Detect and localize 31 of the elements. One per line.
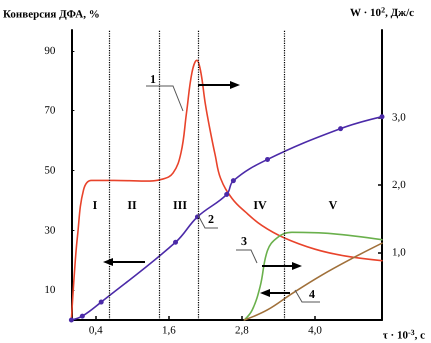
annotation: IV bbox=[253, 198, 267, 212]
y-tick-label: 30 bbox=[44, 224, 56, 236]
point bbox=[68, 318, 74, 322]
y-tick-label: 90 bbox=[44, 44, 56, 57]
point bbox=[338, 126, 344, 132]
x-tick-label: 4,0 bbox=[308, 324, 322, 336]
point bbox=[380, 114, 384, 120]
annotation: 4 bbox=[309, 287, 315, 301]
annotation: III bbox=[172, 198, 188, 212]
x-tick-label: 0,4 bbox=[88, 324, 104, 336]
y-tick-label: 50 bbox=[44, 164, 56, 177]
annotation: I bbox=[92, 198, 98, 212]
annotation: 1 bbox=[150, 72, 156, 86]
y-tick-label: 10 bbox=[44, 284, 56, 296]
annotation: V bbox=[328, 198, 338, 212]
y2-tick-label: 1,0 bbox=[392, 246, 406, 259]
annotation: 3 bbox=[241, 234, 247, 248]
annotation: 2 bbox=[208, 212, 214, 226]
x-tick-label: 2,8 bbox=[235, 324, 250, 336]
point bbox=[80, 314, 85, 319]
x-tick-label: 1,6 bbox=[162, 324, 176, 336]
y2-tick-label: 3,0 bbox=[392, 112, 406, 124]
y-tick-label: 70 bbox=[44, 104, 56, 117]
point bbox=[173, 240, 178, 245]
point bbox=[224, 192, 230, 197]
y-axis-title: Конверсия ДФА, % bbox=[3, 8, 100, 20]
y2-tick-label: 2,0 bbox=[392, 179, 406, 192]
point bbox=[265, 156, 270, 162]
annotation: II bbox=[127, 198, 137, 212]
point bbox=[98, 300, 104, 305]
point bbox=[230, 178, 236, 184]
